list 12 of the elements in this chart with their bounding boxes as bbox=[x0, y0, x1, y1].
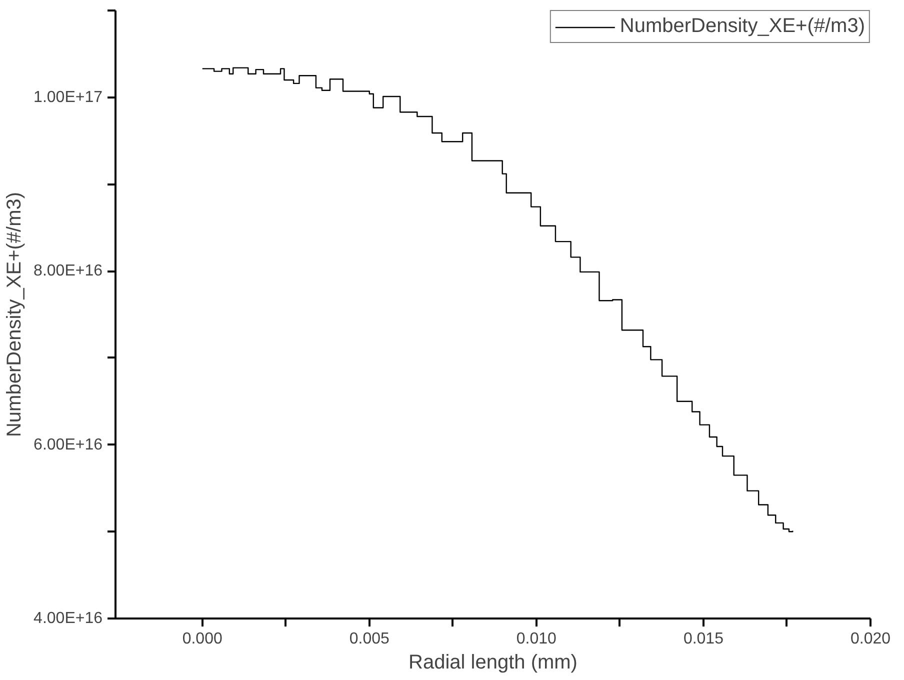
x-tick-label: 0.005 bbox=[349, 630, 390, 648]
y-tick-label: 4.00E+16 bbox=[34, 610, 103, 627]
y-tick-label: 6.00E+16 bbox=[34, 436, 103, 454]
y-tick-label: 8.00E+16 bbox=[34, 262, 103, 280]
y-axis-title: NumberDensity_XE+(#/m3) bbox=[4, 192, 26, 438]
x-tick-label: 0.010 bbox=[516, 630, 557, 648]
legend-label: NumberDensity_XE+(#/m3) bbox=[620, 15, 865, 38]
x-tick-label: 0.015 bbox=[683, 630, 724, 648]
x-tick-label: 0.020 bbox=[850, 630, 891, 648]
y-tick-label: 1.00E+17 bbox=[34, 88, 103, 106]
x-axis-title: Radial length (mm) bbox=[408, 652, 578, 674]
x-tick-label: 0.000 bbox=[182, 630, 222, 648]
